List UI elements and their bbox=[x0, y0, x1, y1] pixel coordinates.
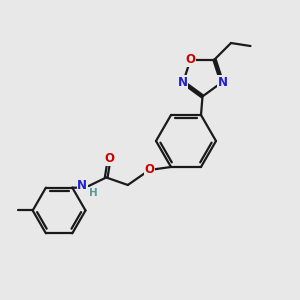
Text: N: N bbox=[178, 76, 188, 89]
Text: O: O bbox=[185, 53, 196, 66]
Text: H: H bbox=[88, 188, 98, 198]
Text: N: N bbox=[77, 179, 87, 192]
Text: O: O bbox=[144, 164, 154, 176]
Text: O: O bbox=[104, 152, 114, 165]
Text: N: N bbox=[218, 76, 227, 89]
